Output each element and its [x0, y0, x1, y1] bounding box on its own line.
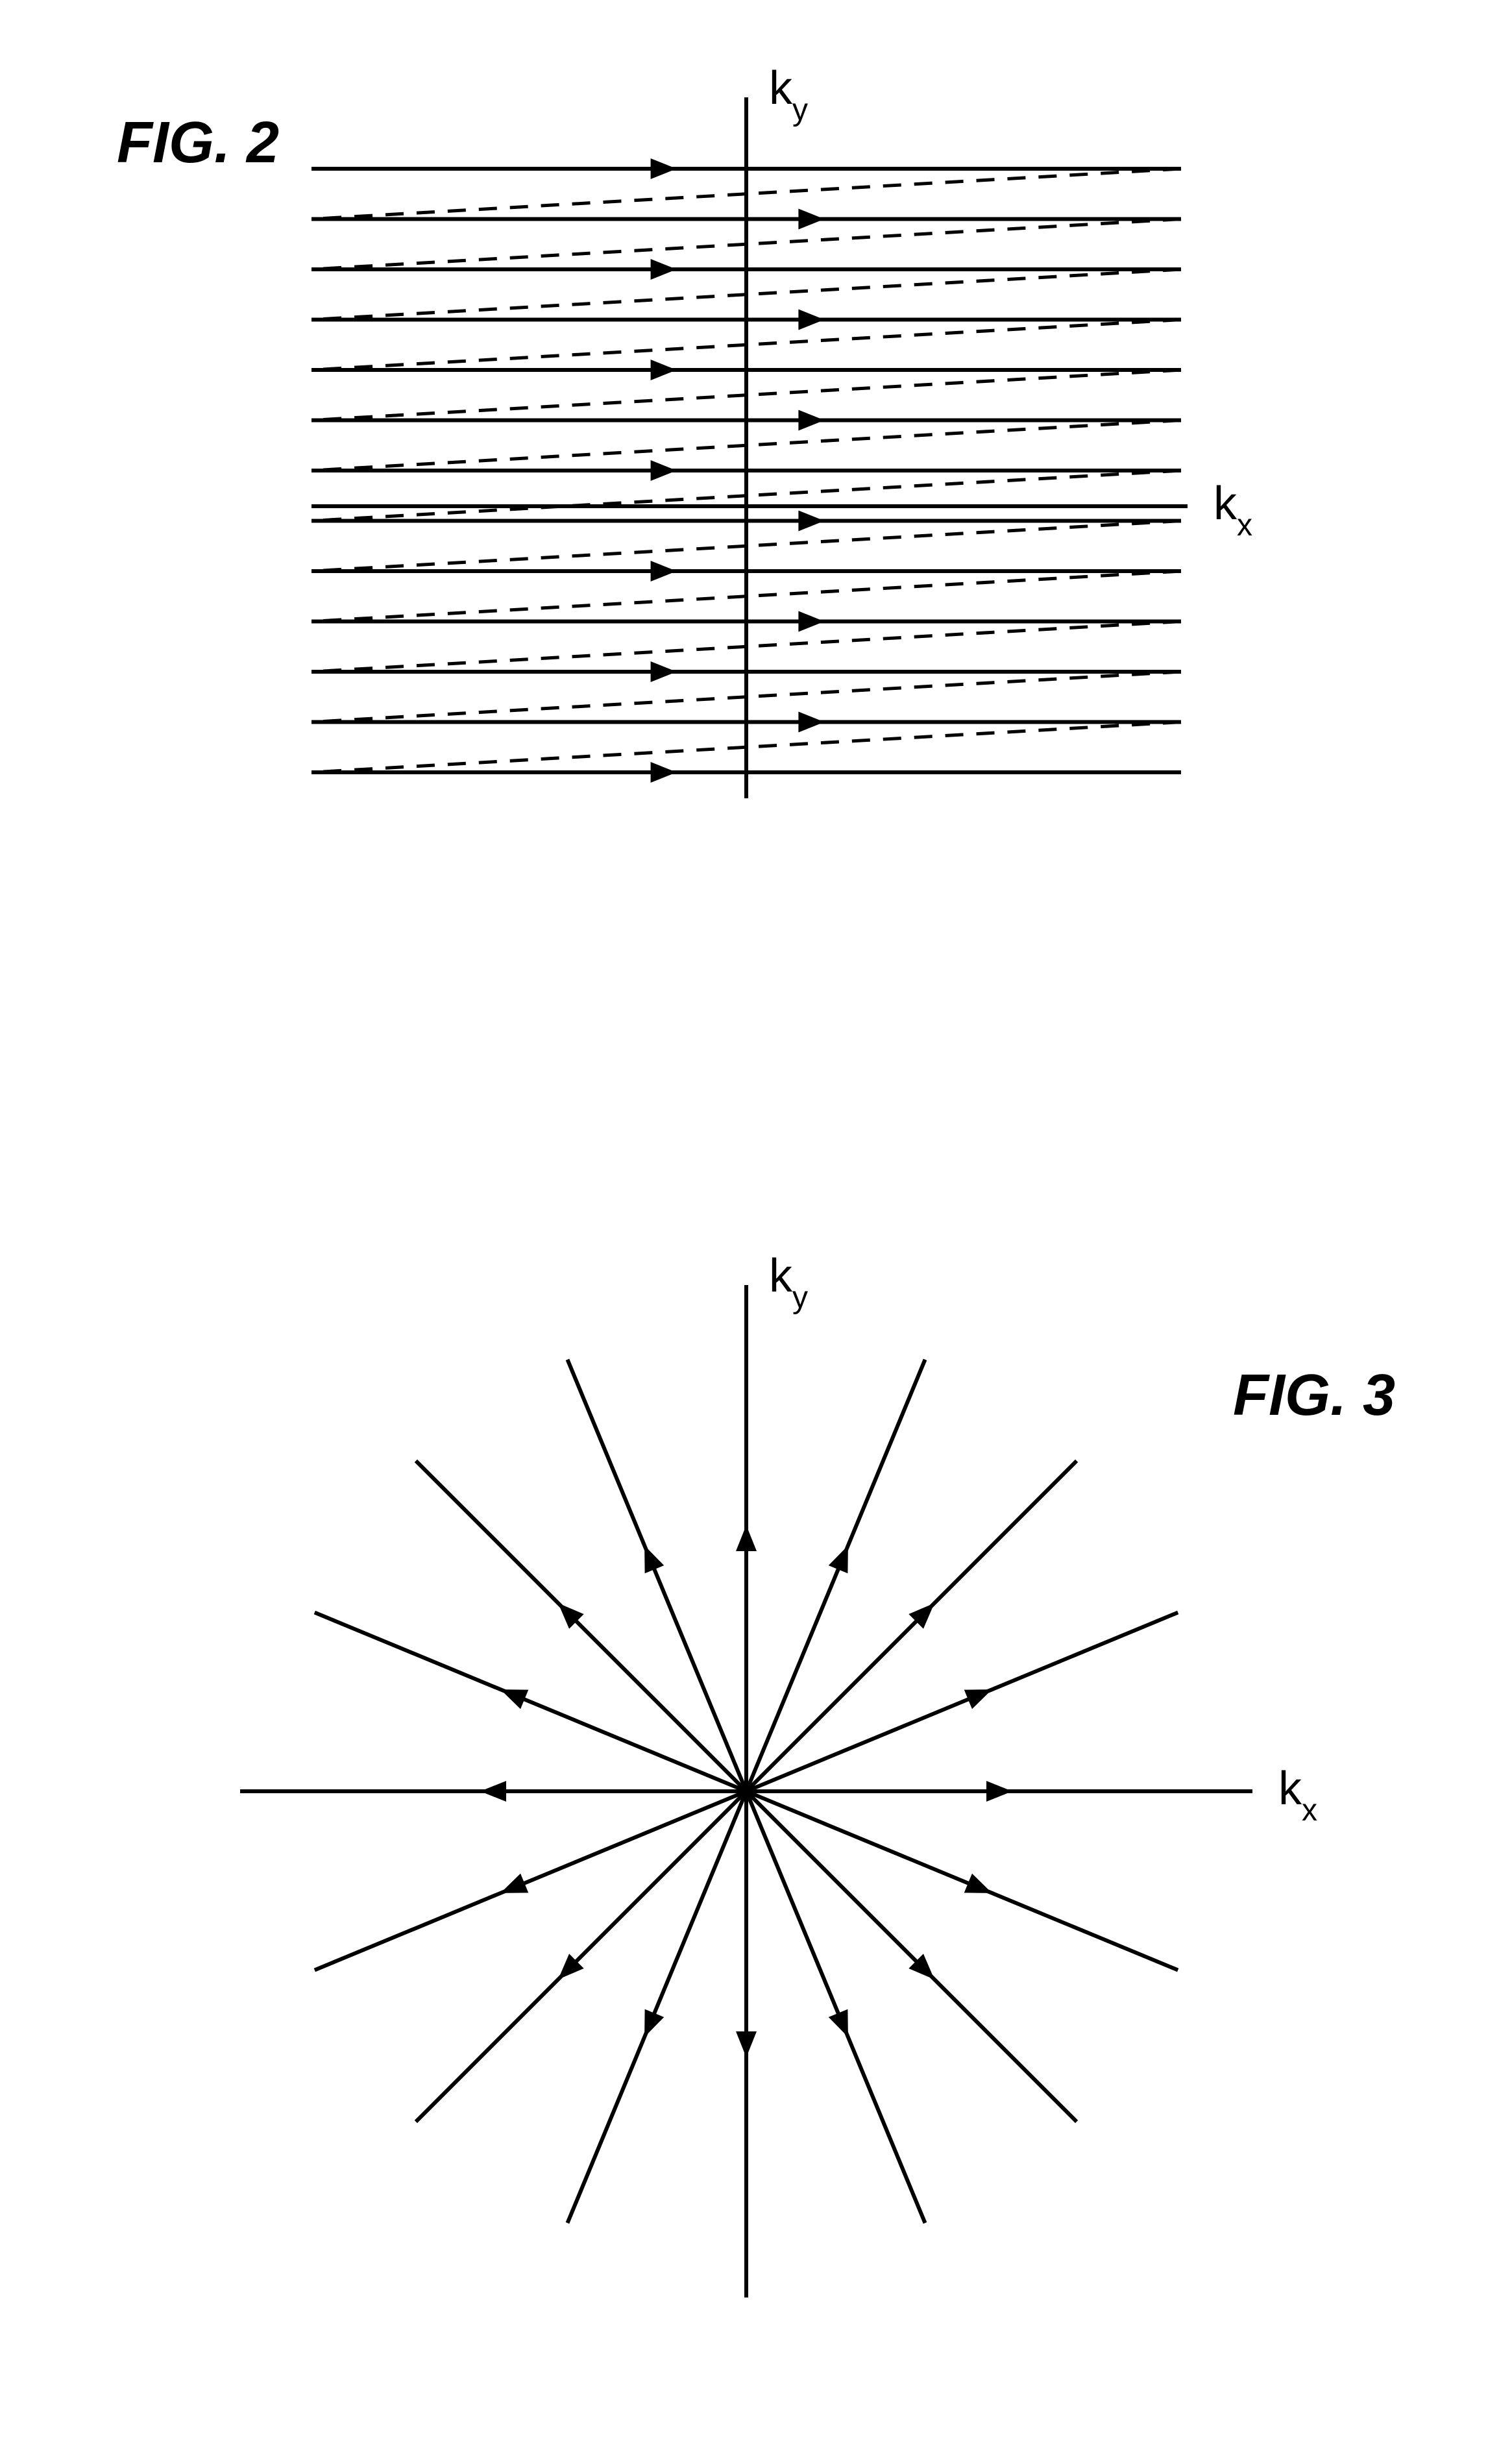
fig3-spoke — [746, 1461, 1077, 1791]
fig3: FIG. 3 kx ky — [240, 1250, 1395, 2298]
fig3-y-label: ky — [769, 1250, 808, 1315]
fig2-label: FIG. 2 — [117, 110, 279, 175]
fig2: FIG. 2 kx ky — [117, 62, 1252, 798]
fig3-x-label: kx — [1278, 1763, 1317, 1828]
fig3-label: FIG. 3 — [1233, 1363, 1395, 1428]
fig2-x-label: kx — [1213, 478, 1252, 543]
fig2-y-label: ky — [769, 62, 808, 127]
fig3-spoke — [416, 1791, 746, 2122]
diagram-canvas: FIG. 2 kx ky FIG. 3 kx ky — [0, 0, 1512, 2463]
fig3-spoke — [416, 1461, 746, 1791]
fig3-spoke — [746, 1791, 1077, 2122]
page: FIG. 2 kx ky FIG. 3 kx ky — [0, 0, 1512, 2463]
